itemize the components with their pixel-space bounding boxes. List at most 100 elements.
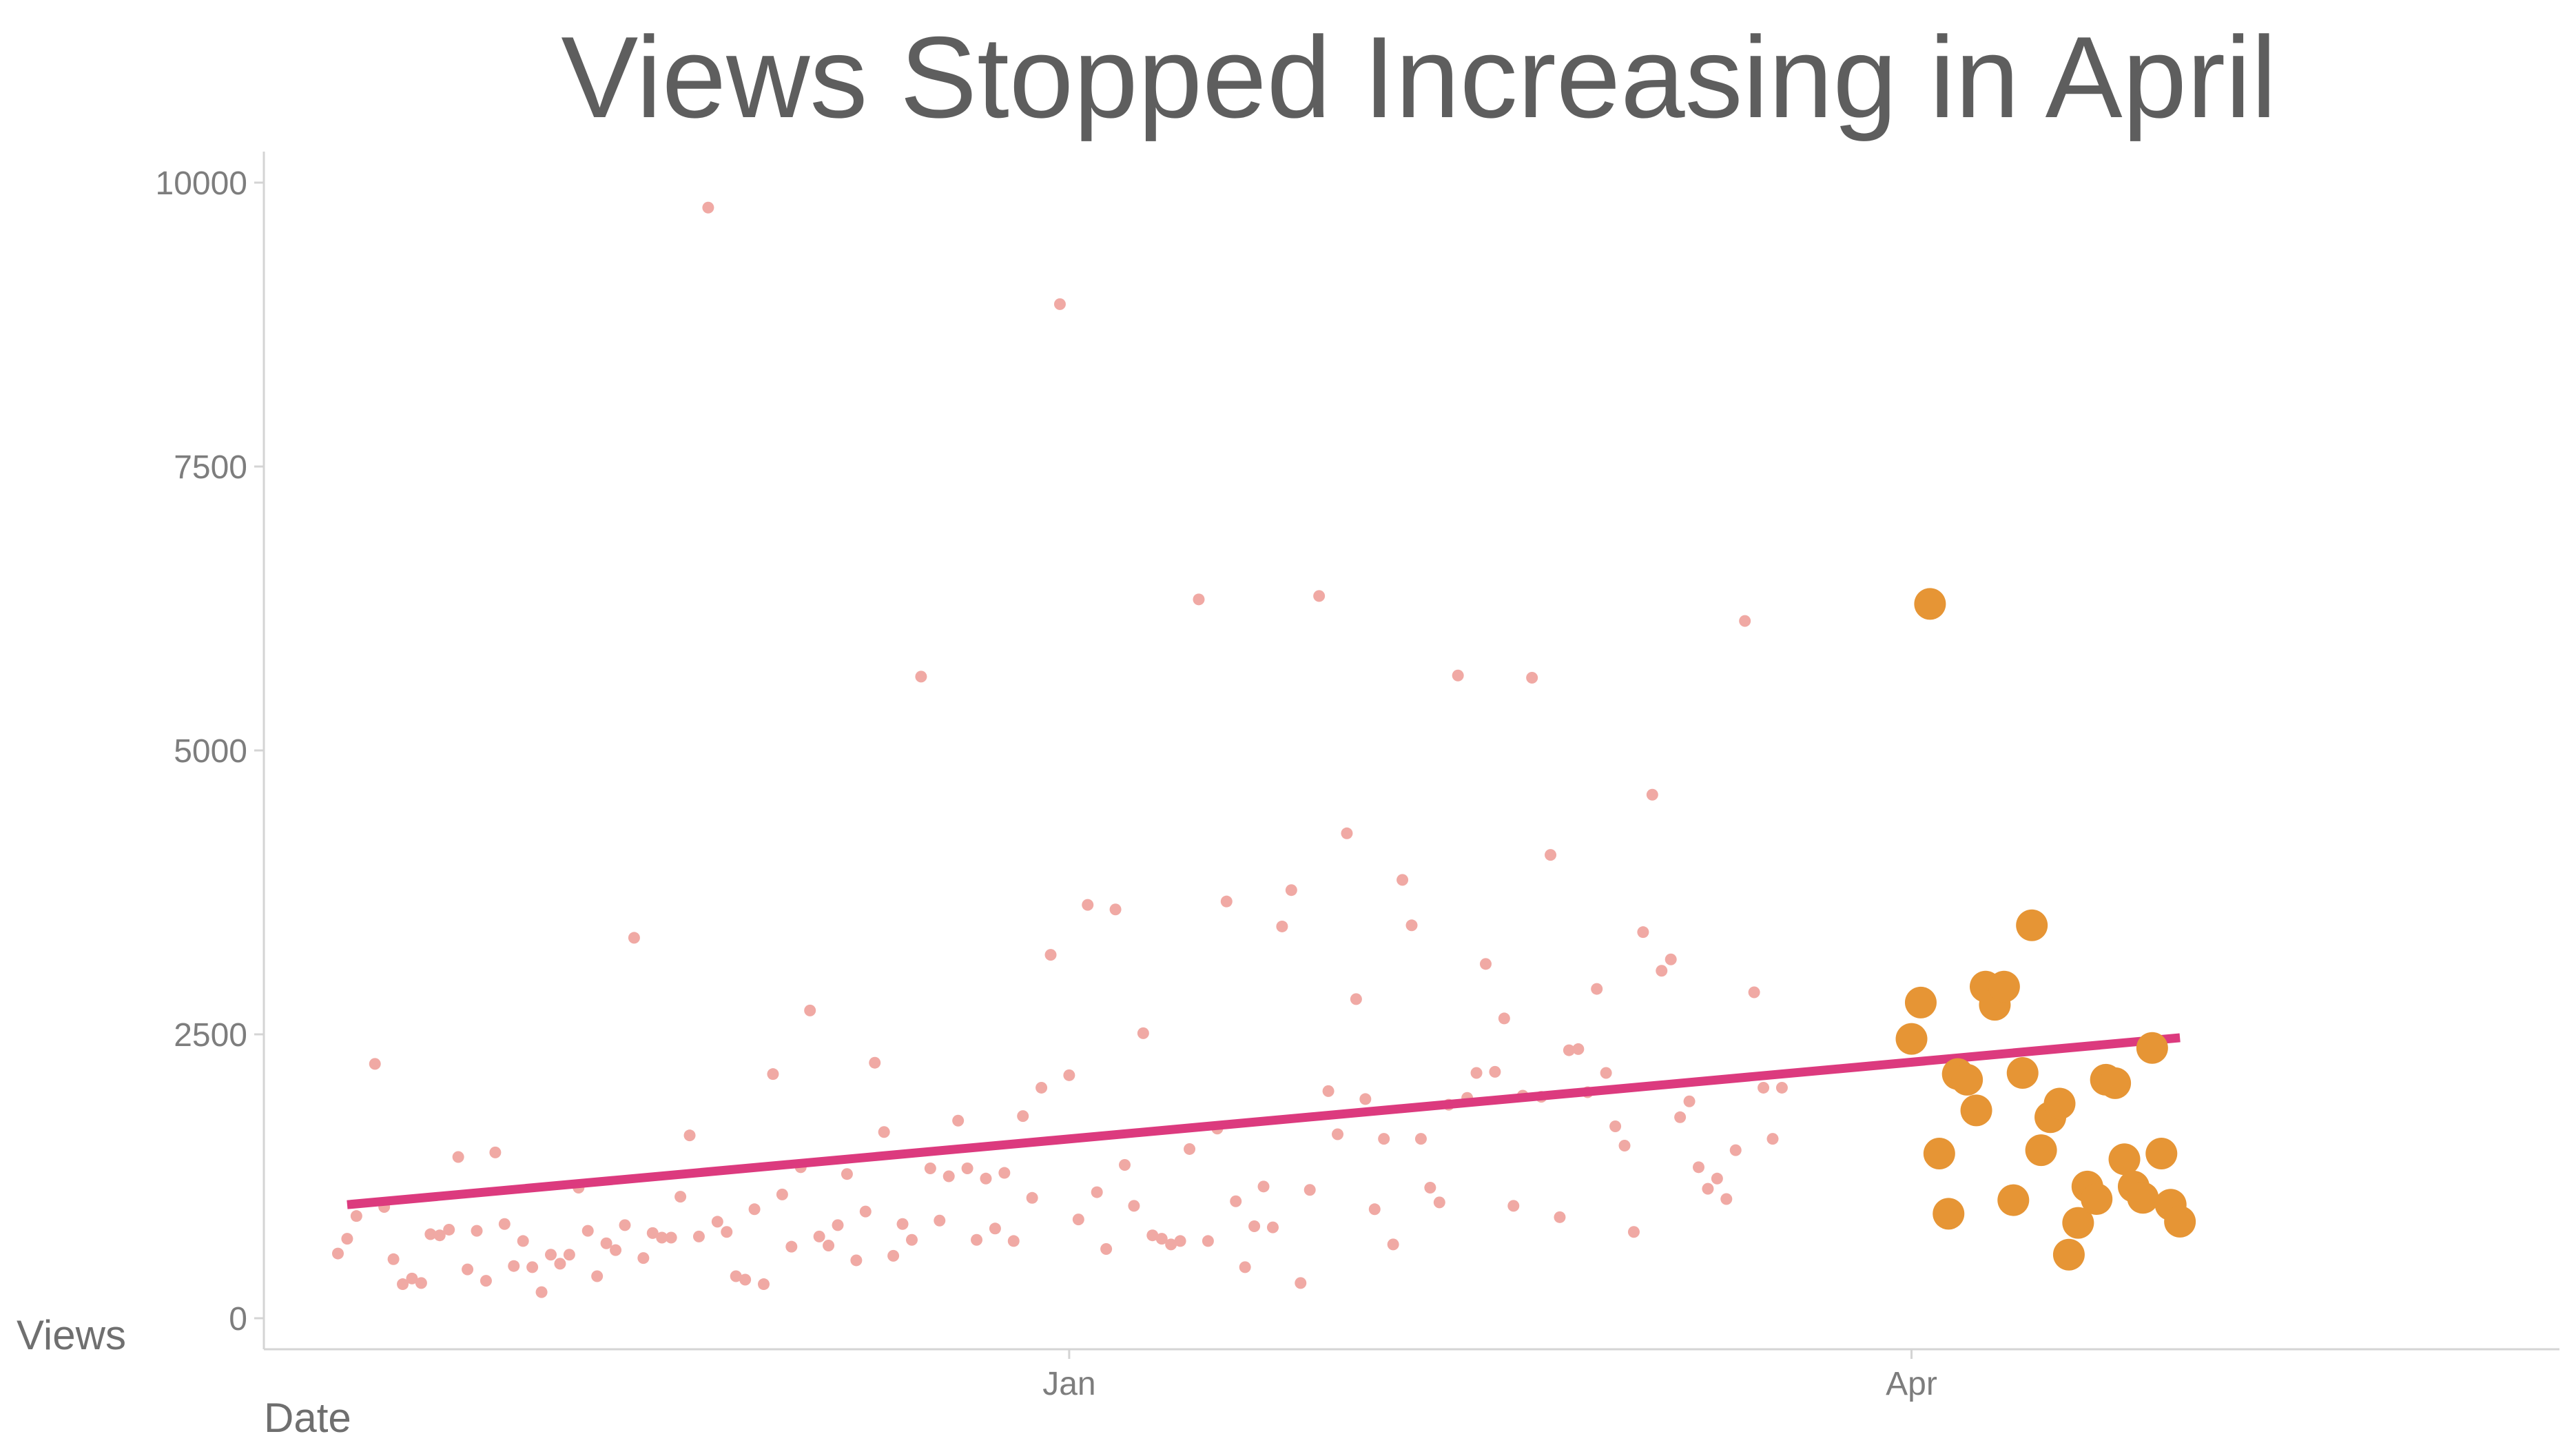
data-point [517,1235,529,1247]
data-point [424,1228,437,1240]
data-point-highlighted [1895,1023,1928,1055]
data-point [331,1247,344,1260]
y-axis-label: Views [17,1312,126,1358]
data-point [1618,1140,1631,1152]
data-point [1313,590,1326,602]
data-point [1100,1242,1113,1255]
data-point [1646,788,1658,801]
data-point [591,1270,604,1282]
x-axis-label: Date [264,1395,351,1441]
data-point [952,1114,965,1127]
data-point [554,1258,566,1270]
data-point [1063,1069,1075,1081]
data-point-highlighted [2052,1238,2085,1271]
data-point [1053,298,1066,310]
data-point [1397,874,1409,886]
data-point [1155,1233,1168,1245]
data-point [869,1056,881,1069]
data-point [637,1252,650,1264]
data-point [1600,1067,1612,1079]
data-point [498,1218,511,1230]
data-point [1359,1093,1372,1105]
data-point [1387,1238,1399,1251]
data-point [1091,1186,1103,1198]
data-point [1239,1261,1251,1273]
data-point [1720,1193,1733,1205]
data-point [1119,1159,1131,1171]
y-tick-label: 5000 [174,733,247,770]
data-point [480,1275,492,1287]
points-from-april [1895,588,2196,1271]
data-point-highlighted [2043,1087,2076,1120]
y-tick-label: 10000 [156,165,247,202]
data-point [887,1249,900,1262]
data-point [1656,965,1668,977]
data-point [1775,1081,1788,1094]
points-before-april [331,201,1788,1298]
data-point [397,1278,409,1291]
data-point [619,1219,631,1231]
data-point [730,1270,742,1282]
data-point [1109,903,1122,916]
data-point [1702,1182,1714,1195]
data-point [896,1218,909,1230]
data-point [1017,1110,1029,1123]
data-point [341,1233,353,1245]
trend-line [347,1033,2181,1209]
data-point-highlighted [2081,1182,2113,1215]
data-point [1026,1191,1038,1204]
data-point [683,1129,696,1142]
data-point [489,1146,502,1158]
data-point [443,1223,455,1236]
data-point [1276,920,1288,932]
data-point [1285,884,1297,897]
data-point [1627,1226,1640,1238]
data-point [452,1151,464,1163]
data-point [1563,1044,1575,1056]
data-point [1350,993,1362,1005]
data-point [535,1286,548,1298]
data-point [878,1126,890,1138]
data-point [748,1203,761,1216]
data-point [1035,1081,1048,1094]
data-point-highlighted [1951,1063,1983,1096]
data-point-highlighted [1933,1198,1965,1230]
data-point [406,1272,418,1284]
data-point [674,1191,687,1203]
data-point [1165,1238,1177,1251]
data-point [989,1222,1001,1235]
data-point [1748,986,1760,999]
data-point-highlighted [1923,1138,1955,1170]
data-point [1526,672,1538,684]
data-point [1378,1133,1390,1145]
data-point-highlighted [1988,970,2020,1003]
data-point [1248,1220,1261,1233]
data-point [563,1249,575,1261]
data-point-highlighted [1904,986,1937,1018]
data-point [1341,827,1353,839]
data-point [1766,1133,1779,1145]
data-point [971,1233,983,1246]
data-point [942,1170,955,1182]
data-point [581,1225,594,1237]
data-point [1368,1203,1381,1216]
data-point [1193,593,1205,606]
data-point [1479,958,1492,970]
data-point [1202,1235,1214,1247]
data-point [1637,926,1649,939]
data-point [804,1004,816,1016]
data-point-highlighted [2164,1205,2196,1238]
data-point [387,1253,400,1265]
data-point [610,1244,622,1256]
data-point [721,1226,733,1238]
data-point [998,1167,1011,1179]
data-point-highlighted [1960,1094,1992,1127]
data-point-highlighted [2025,1134,2057,1167]
data-point [462,1263,474,1276]
data-point [692,1230,705,1242]
data-point [924,1162,936,1174]
data-point [1758,1081,1770,1094]
data-point [1137,1027,1149,1039]
y-tick-label: 0 [229,1301,247,1338]
data-point [508,1260,520,1272]
